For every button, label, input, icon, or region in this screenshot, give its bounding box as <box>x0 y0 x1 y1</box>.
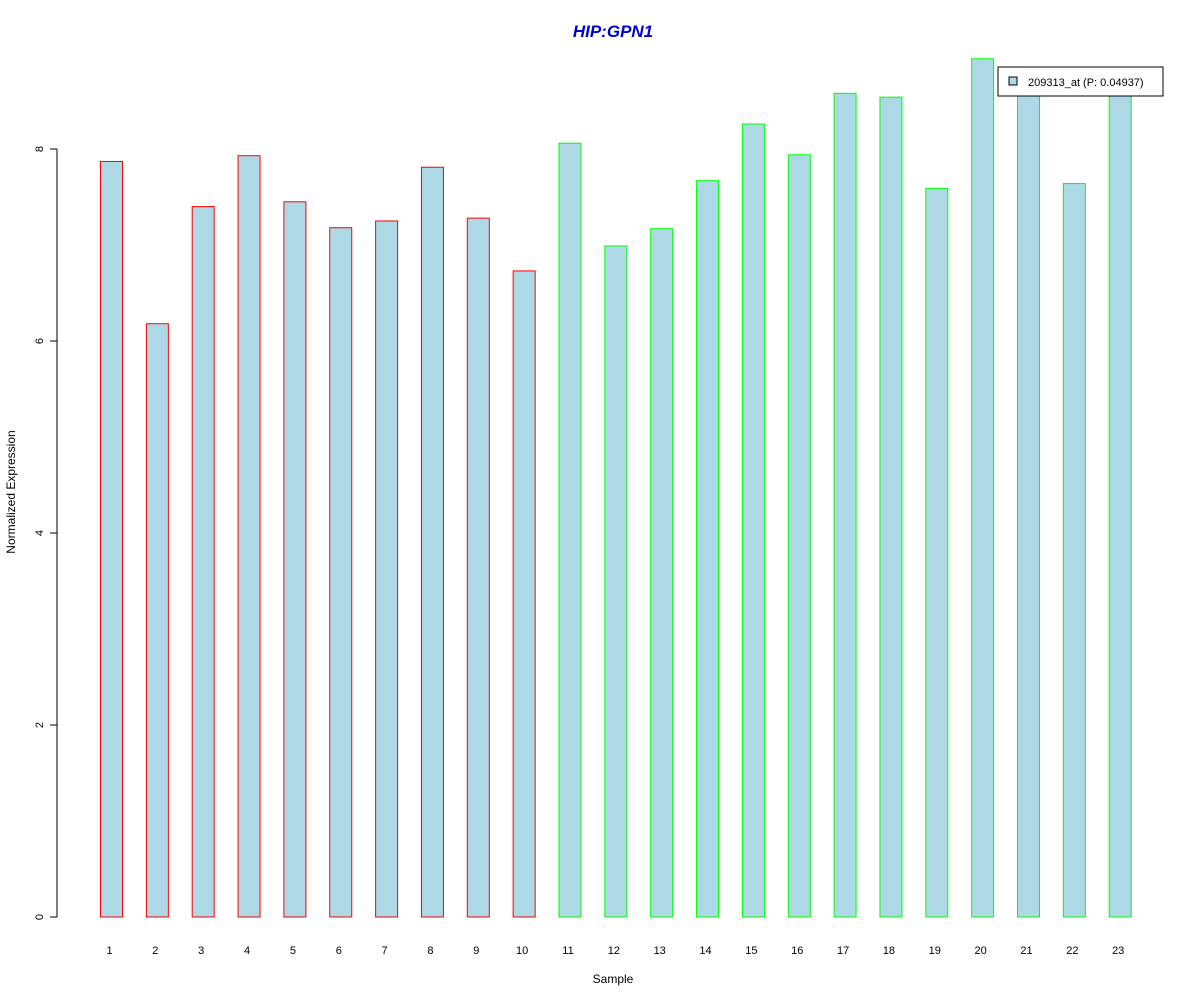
x-tick-label: 16 <box>791 945 803 957</box>
x-axis-label: Sample <box>593 972 634 986</box>
bar <box>100 160 123 918</box>
x-tick-label: 4 <box>244 945 250 957</box>
y-tick-label: 2 <box>34 722 46 728</box>
chart-title: HIP:GPN1 <box>573 22 653 41</box>
bar <box>879 96 903 918</box>
x-tick-label: 14 <box>699 945 711 957</box>
x-tick-label: 9 <box>473 945 479 957</box>
x-tick-labels: 1 2 3 4 5 6 7 8 9 10 11 12 13 14 15 16 17 18 19 20 21 22 23 <box>106 945 1124 957</box>
y-tick-label: 0 <box>34 914 46 920</box>
x-tick-label: 2 <box>152 945 158 957</box>
bar <box>420 166 444 918</box>
y-axis: 0 2 4 6 8 <box>34 146 58 920</box>
x-tick-label: 15 <box>745 945 757 957</box>
bar <box>283 201 307 918</box>
bar <box>1062 183 1086 918</box>
x-tick-label: 23 <box>1112 945 1124 957</box>
bar <box>650 228 674 918</box>
bar <box>1017 91 1040 918</box>
bar <box>466 217 490 918</box>
bar <box>329 227 353 918</box>
bar <box>925 187 949 918</box>
x-tick-label: 3 <box>198 945 204 957</box>
bars <box>100 58 1132 918</box>
x-tick-label: 13 <box>654 945 666 957</box>
bar <box>375 220 399 918</box>
bar <box>741 123 765 918</box>
x-tick-label: 20 <box>975 945 987 957</box>
bar <box>191 206 215 918</box>
x-tick-label: 7 <box>382 945 388 957</box>
x-tick-label: 19 <box>929 945 941 957</box>
x-tick-label: 10 <box>516 945 528 957</box>
x-tick-label: 5 <box>290 945 296 957</box>
y-axis-label: Normalized Expression <box>4 430 18 553</box>
x-tick-label: 17 <box>837 945 849 957</box>
x-tick-label: 6 <box>336 945 342 957</box>
x-tick-label: 8 <box>427 945 433 957</box>
y-tick-label: 8 <box>34 146 46 152</box>
x-tick-label: 12 <box>608 945 620 957</box>
x-tick-label: 18 <box>883 945 895 957</box>
bar <box>696 180 720 918</box>
legend: 209313_at (P: 0.04937) <box>997 66 1164 97</box>
x-tick-label: 11 <box>562 945 573 957</box>
bar <box>971 58 995 918</box>
bar <box>512 270 536 918</box>
y-tick-label: 4 <box>34 530 46 536</box>
bar <box>237 155 261 918</box>
y-tick-label: 6 <box>34 338 46 344</box>
x-tick-label: 1 <box>106 945 112 957</box>
bar <box>604 245 628 918</box>
bar <box>558 142 582 918</box>
legend-box <box>997 66 1164 97</box>
bar <box>787 154 811 918</box>
x-tick-label: 22 <box>1066 945 1078 957</box>
x-tick-label: 21 <box>1020 945 1032 957</box>
bar <box>1108 92 1132 918</box>
bar <box>145 323 169 918</box>
legend-swatch <box>1008 76 1018 86</box>
legend-label: 209313_at (P: 0.04937) <box>1028 77 1144 89</box>
bar <box>833 92 857 918</box>
